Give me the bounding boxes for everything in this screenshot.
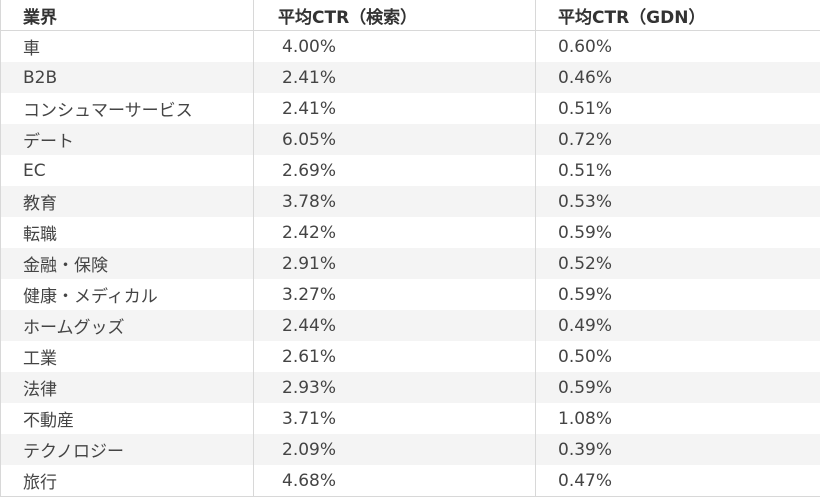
table-row: 不動産 3.71% 1.08%	[0, 403, 820, 434]
ctr-cell: 0.59%	[535, 372, 820, 403]
ctr-cell: 2.93%	[253, 372, 536, 403]
ctr-cell: 2.41%	[253, 62, 536, 93]
industry-cell: ホームグッズ	[0, 310, 254, 341]
industry-cell: 車	[0, 30, 254, 62]
industry-cell: 金融・保険	[0, 248, 254, 279]
ctr-cell: 0.60%	[535, 30, 820, 62]
header-cell: 平均CTR（検索）	[253, 0, 536, 31]
industry-cell: 健康・メディカル	[0, 279, 254, 310]
table-row: 工業 2.61% 0.50%	[0, 341, 820, 372]
table-row: デート 6.05% 0.72%	[0, 124, 820, 155]
ctr-cell: 2.91%	[253, 248, 536, 279]
table-body: 車 4.00% 0.60% B2B 2.41% 0.46% コンシュマーサービス 2.41% 0…	[0, 30, 820, 497]
ctr-cell: 0.46%	[535, 62, 820, 93]
header-cell: 平均CTR（GDN）	[535, 0, 820, 31]
ctr-cell: 1.08%	[535, 403, 820, 434]
ctr-cell: 3.71%	[253, 403, 536, 434]
table-row: 金融・保険 2.91% 0.52%	[0, 248, 820, 279]
table-row: ホームグッズ 2.44% 0.49%	[0, 310, 820, 341]
ctr-cell: 0.59%	[535, 279, 820, 310]
ctr-cell: 6.05%	[253, 124, 536, 155]
industry-cell: EC	[0, 155, 254, 186]
ctr-cell: 2.69%	[253, 155, 536, 186]
table-row: 車 4.00% 0.60%	[0, 30, 820, 62]
ctr-cell: 0.51%	[535, 155, 820, 186]
table-row: 健康・メディカル 3.27% 0.59%	[0, 279, 820, 310]
ctr-cell: 0.59%	[535, 217, 820, 248]
table-row: 転職 2.42% 0.59%	[0, 217, 820, 248]
industry-cell: 教育	[0, 186, 254, 217]
table-row: EC 2.69% 0.51%	[0, 155, 820, 186]
ctr-cell: 4.00%	[253, 30, 536, 62]
header-cell: 業界	[0, 0, 254, 31]
industry-cell: 不動産	[0, 403, 254, 434]
table-row: テクノロジー 2.09% 0.39%	[0, 434, 820, 465]
industry-cell: 転職	[0, 217, 254, 248]
ctr-cell: 0.49%	[535, 310, 820, 341]
table-row: B2B 2.41% 0.46%	[0, 62, 820, 93]
ctr-cell: 0.39%	[535, 434, 820, 465]
industry-cell: B2B	[0, 62, 254, 93]
ctr-cell: 0.72%	[535, 124, 820, 155]
ctr-cell: 3.27%	[253, 279, 536, 310]
ctr-cell: 2.41%	[253, 93, 536, 124]
ctr-cell: 0.53%	[535, 186, 820, 217]
ctr-cell: 0.51%	[535, 93, 820, 124]
ctr-cell: 3.78%	[253, 186, 536, 217]
table-row: 教育 3.78% 0.53%	[0, 186, 820, 217]
table-row: コンシュマーサービス 2.41% 0.51%	[0, 93, 820, 124]
industry-cell: 工業	[0, 341, 254, 372]
industry-cell: デート	[0, 124, 254, 155]
ctr-cell: 0.50%	[535, 341, 820, 372]
industry-cell: 法律	[0, 372, 254, 403]
ctr-cell: 2.44%	[253, 310, 536, 341]
table-row: 旅行 4.68% 0.47%	[0, 465, 820, 497]
industry-cell: コンシュマーサービス	[0, 93, 254, 124]
industry-cell: 旅行	[0, 465, 254, 497]
ctr-cell: 0.47%	[535, 465, 820, 497]
industry-cell: テクノロジー	[0, 434, 254, 465]
header-row: 業界 平均CTR（検索） 平均CTR（GDN）	[0, 0, 820, 31]
ctr-cell: 2.09%	[253, 434, 536, 465]
ctr-cell: 2.61%	[253, 341, 536, 372]
ctr-cell: 0.52%	[535, 248, 820, 279]
table-row: 法律 2.93% 0.59%	[0, 372, 820, 403]
ctr-cell: 4.68%	[253, 465, 536, 497]
ctr-cell: 2.42%	[253, 217, 536, 248]
